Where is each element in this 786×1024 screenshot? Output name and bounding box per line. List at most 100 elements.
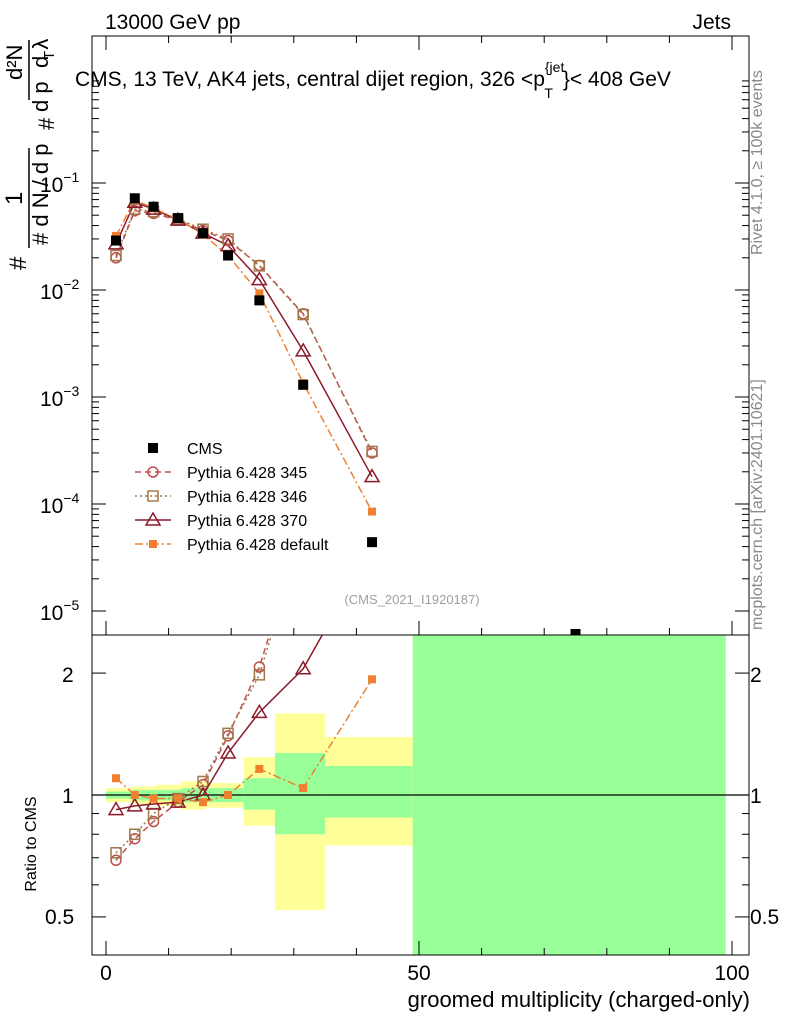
ratio-point [172, 792, 184, 805]
green-band [325, 765, 413, 818]
cms-data-point [223, 250, 234, 261]
ratio-point [294, 660, 312, 675]
ratio-point [368, 675, 377, 684]
data-point [251, 271, 268, 286]
header-right: Jets [692, 11, 731, 34]
rivet-label: Rivet 4.1.0, ≥ 100k events [749, 70, 766, 255]
ratio-point [224, 791, 233, 799]
legend-label: CMS [187, 441, 223, 458]
cms-data-point [570, 629, 581, 635]
data-point [366, 445, 378, 458]
ratio-point [110, 854, 122, 867]
legend-marker [147, 466, 159, 478]
data-point [222, 233, 234, 245]
svg-text:d²N: d²N [2, 45, 27, 80]
x-axis-label: groomed multiplicity (charged-only) [408, 987, 750, 1012]
cms-data-point [172, 213, 183, 224]
series-line [115, 208, 373, 452]
ratio-line [115, 635, 273, 854]
cms-data-point [254, 295, 265, 306]
ratio-point [222, 727, 234, 740]
data-point [297, 308, 309, 321]
data-point [129, 203, 141, 215]
ratio-point [110, 847, 122, 859]
cms-data-point [298, 379, 309, 390]
x-tick-label: 0 [100, 962, 112, 985]
main-y-tick-labels: 10−1 10−2 10−3 10−4 10−5 [40, 169, 80, 625]
svg-text:#: # [5, 256, 32, 270]
cms-data-point [148, 201, 159, 212]
data-point [363, 468, 381, 483]
ratio-point [299, 784, 308, 793]
analysis-id: (CMS_2021_I1920187) [344, 592, 479, 607]
ratio-y-axis-label: Ratio to CMS [23, 796, 40, 891]
svg-text:#: # [34, 117, 59, 130]
ratio-point [126, 797, 144, 812]
ratio-line [115, 678, 373, 803]
ratio-tick-label-right: 0.5 [750, 906, 779, 929]
svg-text:T: T [41, 51, 58, 60]
x-tick-label: 50 [407, 962, 430, 985]
ratio-point [147, 815, 160, 828]
ratio-point [130, 791, 139, 799]
axis-ticks [92, 36, 749, 955]
series-markers [107, 193, 581, 635]
header-left: 13000 GeV pp [105, 11, 240, 34]
ratio-point [199, 798, 208, 807]
svg-text:d p: d p [28, 81, 53, 112]
cms-data-point [129, 193, 140, 204]
svg-text:d λ: d λ [28, 39, 53, 68]
ratio-point [173, 794, 182, 803]
ratio-line [115, 635, 324, 811]
y-tick-label: 10−4 [40, 490, 80, 518]
series-line [115, 209, 373, 454]
x-tick-labels: 0 50 100 [100, 962, 749, 985]
ratio-point [145, 795, 162, 810]
legend-label: Pythia 6.428 370 [187, 513, 307, 530]
legend-label: Pythia 6.428 346 [187, 489, 307, 506]
y-tick-label: 10−1 [40, 169, 80, 197]
cms-data-point [198, 228, 209, 239]
ratio-point [197, 775, 209, 788]
y-tick-label: 10−3 [40, 383, 80, 411]
ratio-tick-label-right: 1 [750, 785, 762, 808]
ratio-point [149, 794, 158, 803]
x-tick-label: 100 [714, 962, 749, 985]
data-point [253, 260, 266, 272]
ratio-line [115, 635, 271, 861]
cms-data-point [367, 537, 378, 548]
series-line [115, 201, 373, 478]
ratio-point [129, 828, 141, 840]
y-tick-label: 10−2 [40, 276, 80, 304]
ratio-point [251, 703, 268, 719]
ratio-point [253, 669, 266, 681]
legend-marker [147, 490, 159, 502]
legend-label: Pythia 6.428 345 [187, 465, 307, 482]
svg-text:1: 1 [1, 192, 28, 205]
plot-title: CMS, 13 TeV, AK4 jets, central dijet reg… [75, 59, 671, 101]
data-point [110, 249, 122, 262]
svg-text:# d N / d p: # d N / d p [28, 143, 53, 245]
ratio-series [107, 635, 377, 867]
data-point [294, 342, 312, 357]
legend-marker [148, 443, 158, 453]
mcplots-label: mcplots.cern.ch [arXiv:2401.10621] [749, 379, 766, 630]
ratio-tick-label: 1 [62, 785, 74, 808]
ratio-y-tick-labels: 2 1 0.5 2 1 0.5 [45, 664, 779, 929]
legend-marker [149, 540, 157, 548]
ratio-point [107, 801, 125, 816]
ratio-point [112, 774, 121, 783]
ratio-point [253, 661, 266, 673]
green-band [243, 778, 276, 810]
y-tick-label: 10−5 [40, 597, 80, 625]
ratio-tick-label-right: 2 [750, 664, 762, 687]
legend-marker [144, 511, 162, 526]
data-point [253, 259, 266, 272]
main-y-axis-label: # 1 # d N / d p # d²N d p T d λ [1, 39, 59, 270]
legend: CMS Pythia 6.428 345 Pythia 6.428 346 Pythi… [135, 441, 329, 554]
ratio-tick-label: 0.5 [45, 906, 74, 929]
green-band [275, 752, 326, 835]
cms-data-point [111, 235, 122, 246]
data-point [255, 289, 264, 298]
